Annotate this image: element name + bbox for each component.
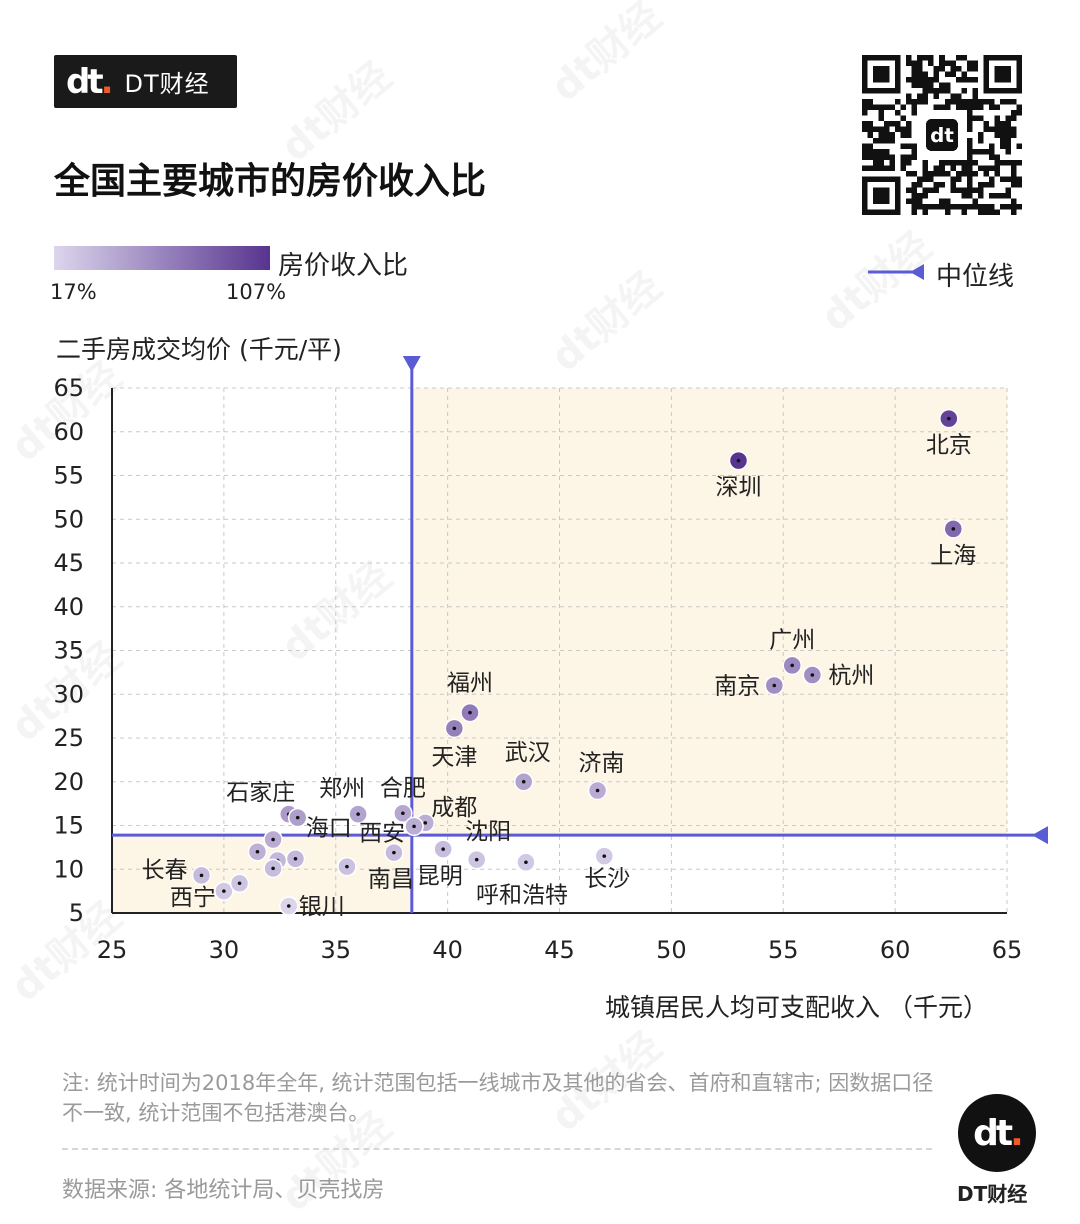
y-tick-label: 55 — [53, 462, 84, 490]
brand-name: DT财经 — [124, 70, 210, 98]
point-label: 西宁 — [170, 885, 216, 911]
data-point-center — [772, 683, 777, 688]
y-tick-label: 30 — [53, 680, 84, 708]
point-label: 武汉 — [505, 740, 551, 766]
data-point-center — [423, 821, 428, 825]
point-label: 广州 — [769, 627, 815, 653]
y-tick-label: 5 — [69, 899, 84, 927]
point-label: 沈阳 — [465, 819, 511, 845]
y-tick-label: 15 — [53, 812, 84, 840]
x-tick-label: 45 — [544, 936, 575, 964]
x-tick-label: 55 — [768, 936, 799, 964]
y-tick-label: 50 — [53, 505, 84, 533]
y-tick-label: 20 — [53, 768, 84, 796]
data-point-center — [412, 824, 416, 829]
data-point-center — [790, 663, 794, 668]
x-tick-label: 65 — [992, 936, 1023, 964]
y-axis-label: 二手房成交均价 (千元/平) — [56, 335, 342, 364]
y-tick-label: 40 — [53, 593, 84, 621]
point-label: 昆明 — [417, 864, 463, 890]
y-tick-label: 25 — [53, 724, 84, 752]
svg-text:dt: dt — [930, 124, 954, 147]
data-point-center — [356, 812, 360, 816]
point-label: 西安 — [359, 820, 405, 846]
x-axis-label: 城镇居民人均可支配收入 （千元） — [605, 993, 988, 1022]
y-tick-label: 35 — [53, 637, 84, 665]
data-point-center — [810, 673, 815, 677]
data-point-center — [602, 854, 607, 858]
footnote: 注: 统计时间为2018年全年, 统计范围包括一线城市及其他的省会、首府和直辖市… — [62, 1071, 934, 1125]
y-tick-label: 65 — [53, 374, 84, 402]
brand-badge: dt. DT财经 — [54, 55, 237, 108]
data-point-center — [345, 864, 349, 869]
data-point-center — [222, 889, 226, 893]
median-legend-label: 中位线 — [936, 262, 1015, 292]
x-tick-label: 40 — [432, 936, 463, 964]
y-tick-label: 60 — [53, 418, 84, 446]
data-point-center — [524, 860, 528, 865]
legend-min: 17% — [50, 280, 97, 304]
point-label: 南昌 — [368, 867, 414, 893]
chart-title: 全国主要城市的房价收入比 — [54, 161, 487, 202]
y-tick-label: 45 — [53, 549, 84, 577]
point-label: 成都 — [431, 795, 477, 821]
point-label: 呼和浩特 — [476, 882, 568, 908]
dt-logo-icon: dt. — [958, 1094, 1036, 1172]
point-label: 合肥 — [380, 775, 426, 801]
x-tick-label: 60 — [880, 936, 911, 964]
data-point-center — [468, 710, 472, 715]
dt-logo: dt. — [66, 61, 113, 102]
y-tick-label: 10 — [53, 855, 84, 883]
point-label: 长春 — [142, 857, 188, 883]
point-label: 北京 — [926, 433, 972, 459]
qr-code: dt — [862, 55, 1022, 215]
data-point-center — [199, 873, 204, 878]
point-label: 杭州 — [828, 663, 874, 689]
data-point-center — [293, 856, 298, 861]
data-point-center — [271, 837, 275, 842]
x-tick-label: 30 — [209, 936, 240, 964]
legend-label: 房价收入比 — [278, 251, 409, 281]
median-line-legend-icon — [868, 264, 924, 280]
x-tick-label: 50 — [656, 936, 687, 964]
data-point-center — [392, 850, 396, 855]
point-label: 济南 — [579, 751, 625, 777]
ratio-color-scale — [54, 246, 270, 270]
data-point-center — [521, 779, 526, 784]
point-label: 石家庄 — [226, 780, 295, 806]
point-label: 南京 — [714, 674, 760, 700]
point-label: 银川 — [299, 894, 345, 920]
data-point-center — [271, 866, 275, 871]
footer-brand-name: DT财经 — [957, 1182, 1028, 1206]
data-point-center — [452, 726, 457, 731]
data-point-center — [441, 847, 445, 851]
median-arrow-y — [1032, 826, 1048, 845]
data-source: 数据来源: 各地统计局、贝壳找房 — [62, 1178, 385, 1203]
quadrant-high-high — [411, 388, 1007, 836]
data-point-center — [947, 416, 951, 421]
x-tick-label: 25 — [97, 936, 128, 964]
data-point-center — [474, 857, 479, 862]
data-point-center — [255, 849, 260, 854]
median-arrow-x — [402, 356, 421, 372]
point-label: 上海 — [930, 543, 976, 569]
point-label: 天津 — [431, 744, 477, 770]
point-label: 深圳 — [716, 475, 762, 501]
divider — [62, 1148, 932, 1150]
data-point-center — [736, 458, 741, 463]
point-label: 郑州 — [319, 776, 365, 802]
point-label: 福州 — [447, 671, 493, 697]
legend-max: 107% — [226, 280, 287, 304]
point-label: 海口 — [306, 816, 352, 842]
data-point-center — [286, 904, 291, 908]
data-point-center — [951, 527, 956, 531]
data-point-center — [401, 811, 405, 816]
point-label: 长沙 — [584, 866, 630, 892]
x-tick-label: 35 — [320, 936, 351, 964]
data-point-center — [295, 815, 300, 820]
data-point-center — [237, 881, 242, 886]
data-point-center — [595, 788, 600, 793]
